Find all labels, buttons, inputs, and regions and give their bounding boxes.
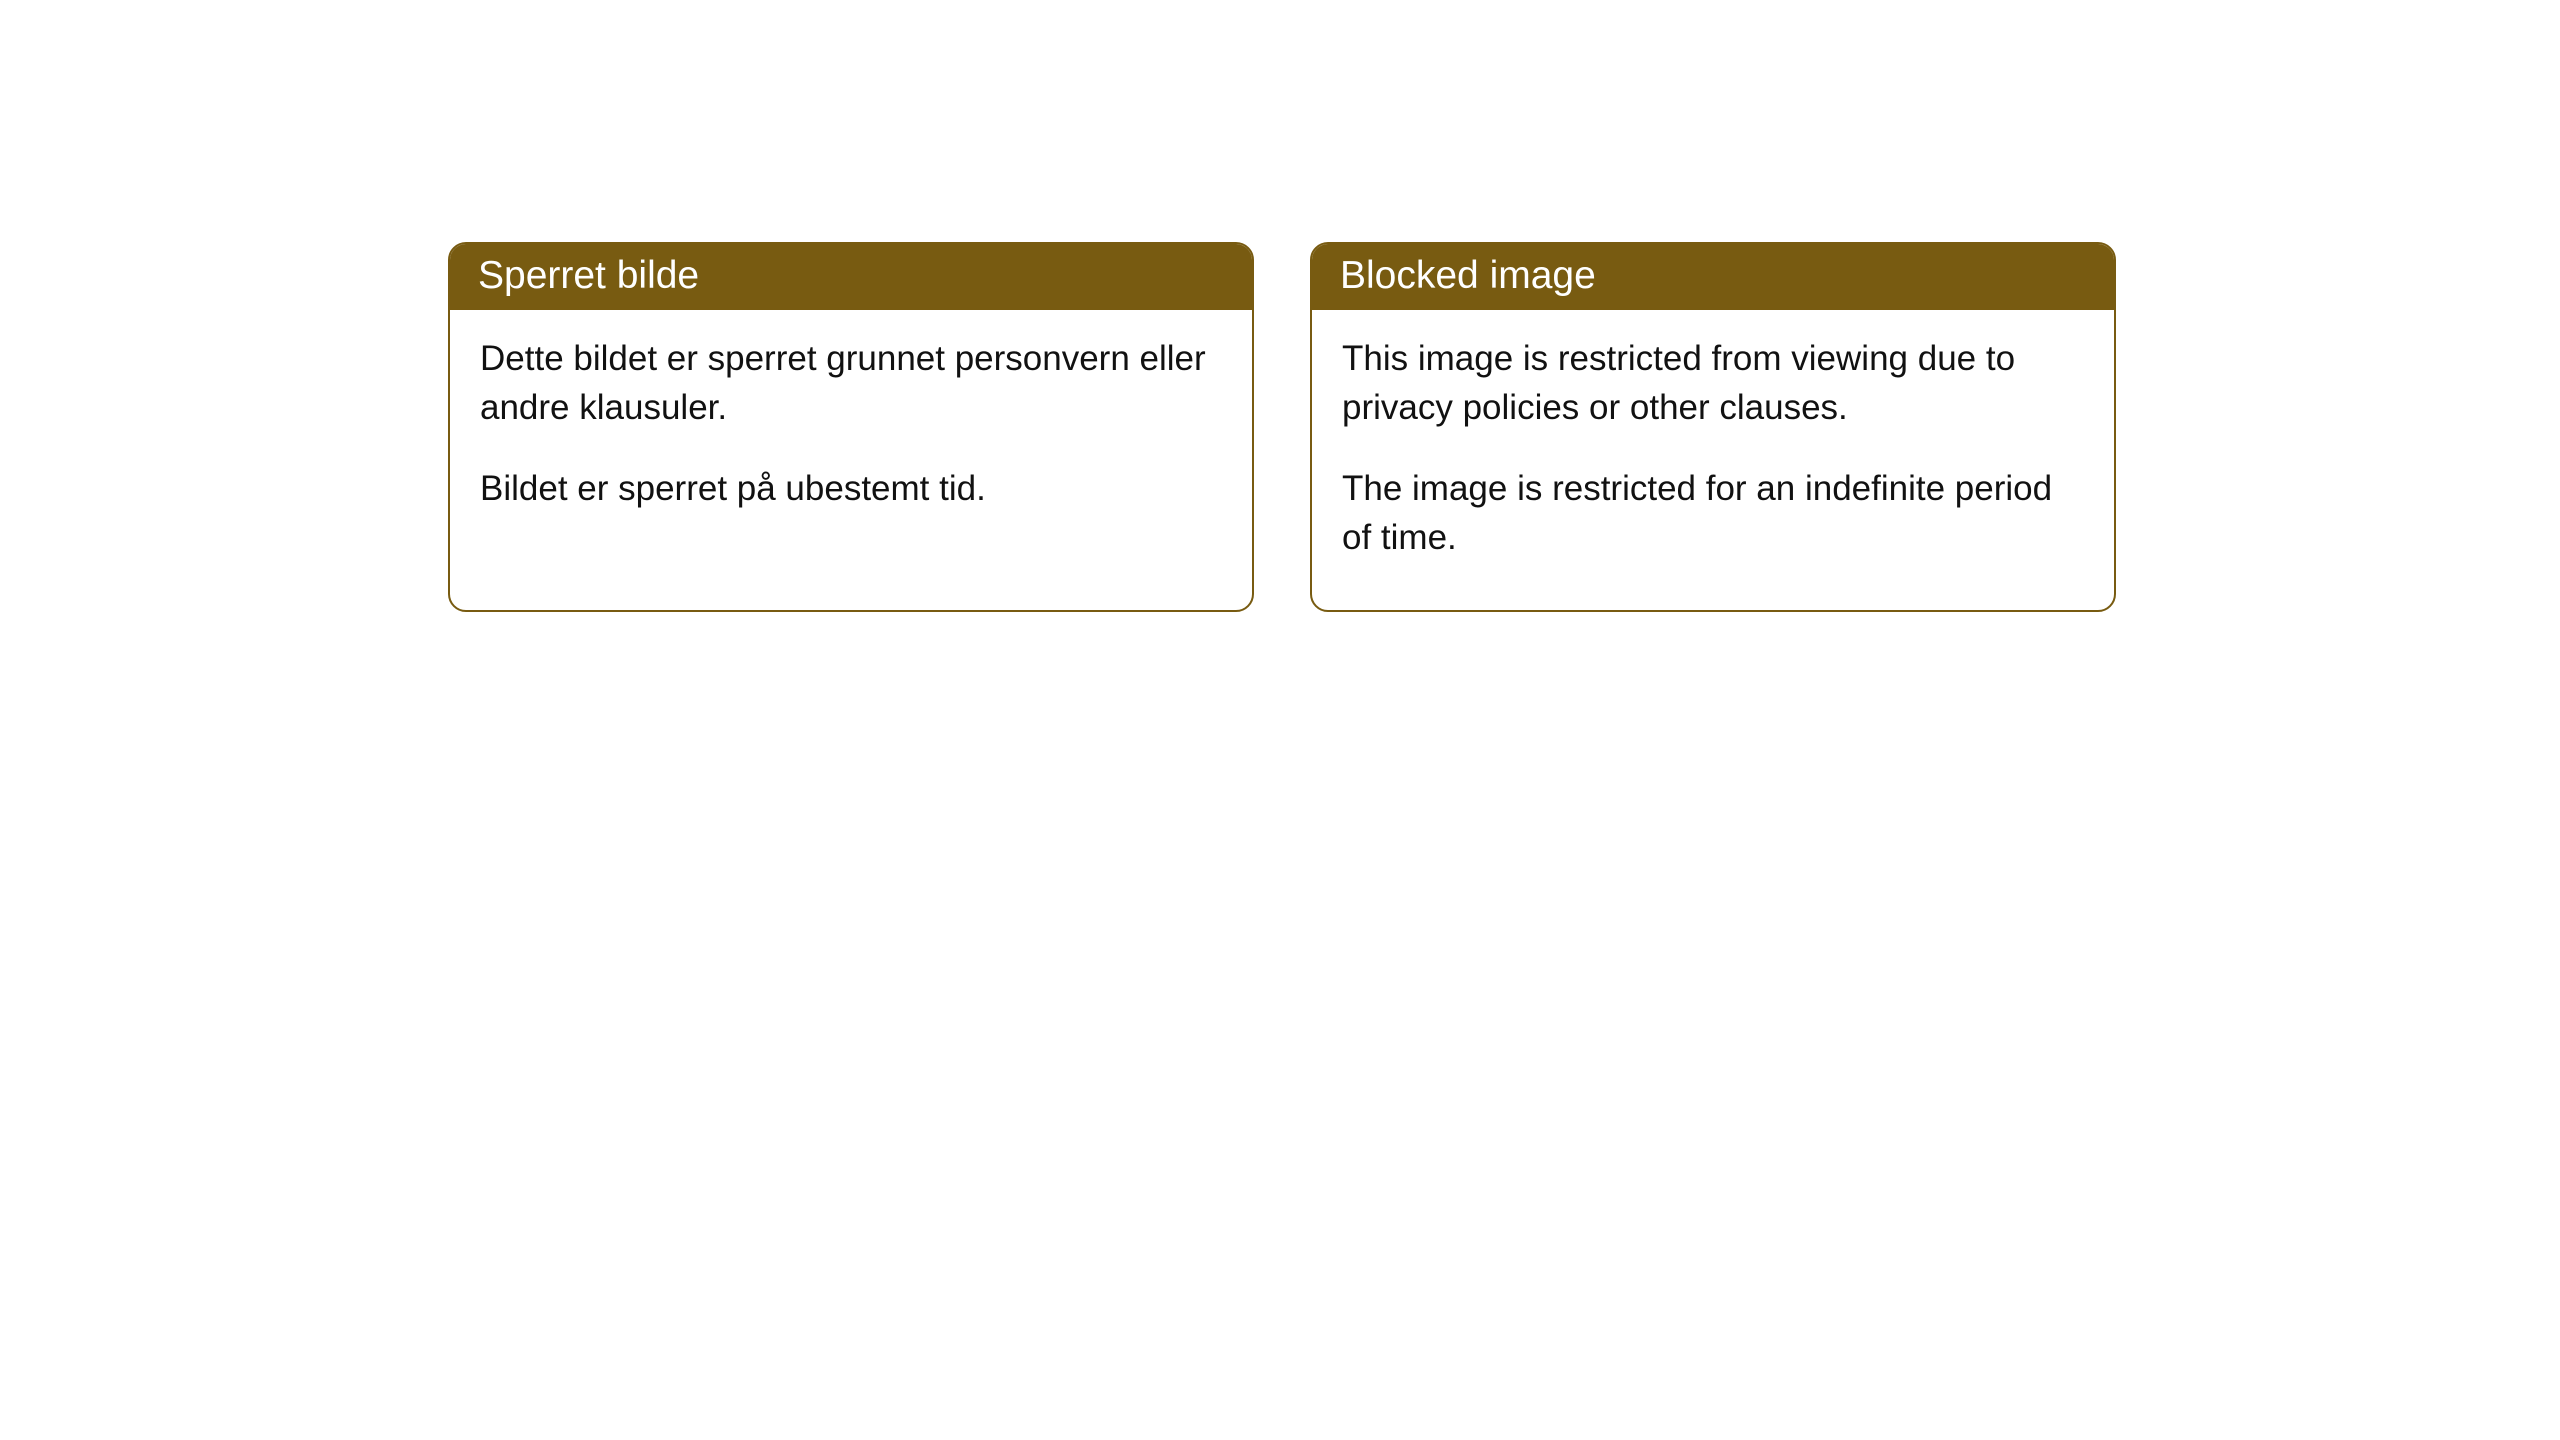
card-paragraph-2-en: The image is restricted for an indefinit…	[1342, 464, 2084, 562]
card-body-no: Dette bildet er sperret grunnet personve…	[450, 310, 1252, 561]
blocked-image-card-no: Sperret bilde Dette bildet er sperret gr…	[448, 242, 1254, 612]
card-paragraph-2-no: Bildet er sperret på ubestemt tid.	[480, 464, 1222, 513]
blocked-image-card-en: Blocked image This image is restricted f…	[1310, 242, 2116, 612]
card-body-en: This image is restricted from viewing du…	[1312, 310, 2114, 610]
card-header-no: Sperret bilde	[450, 244, 1252, 310]
card-paragraph-1-en: This image is restricted from viewing du…	[1342, 334, 2084, 432]
cards-container: Sperret bilde Dette bildet er sperret gr…	[0, 0, 2560, 612]
card-paragraph-1-no: Dette bildet er sperret grunnet personve…	[480, 334, 1222, 432]
card-header-en: Blocked image	[1312, 244, 2114, 310]
